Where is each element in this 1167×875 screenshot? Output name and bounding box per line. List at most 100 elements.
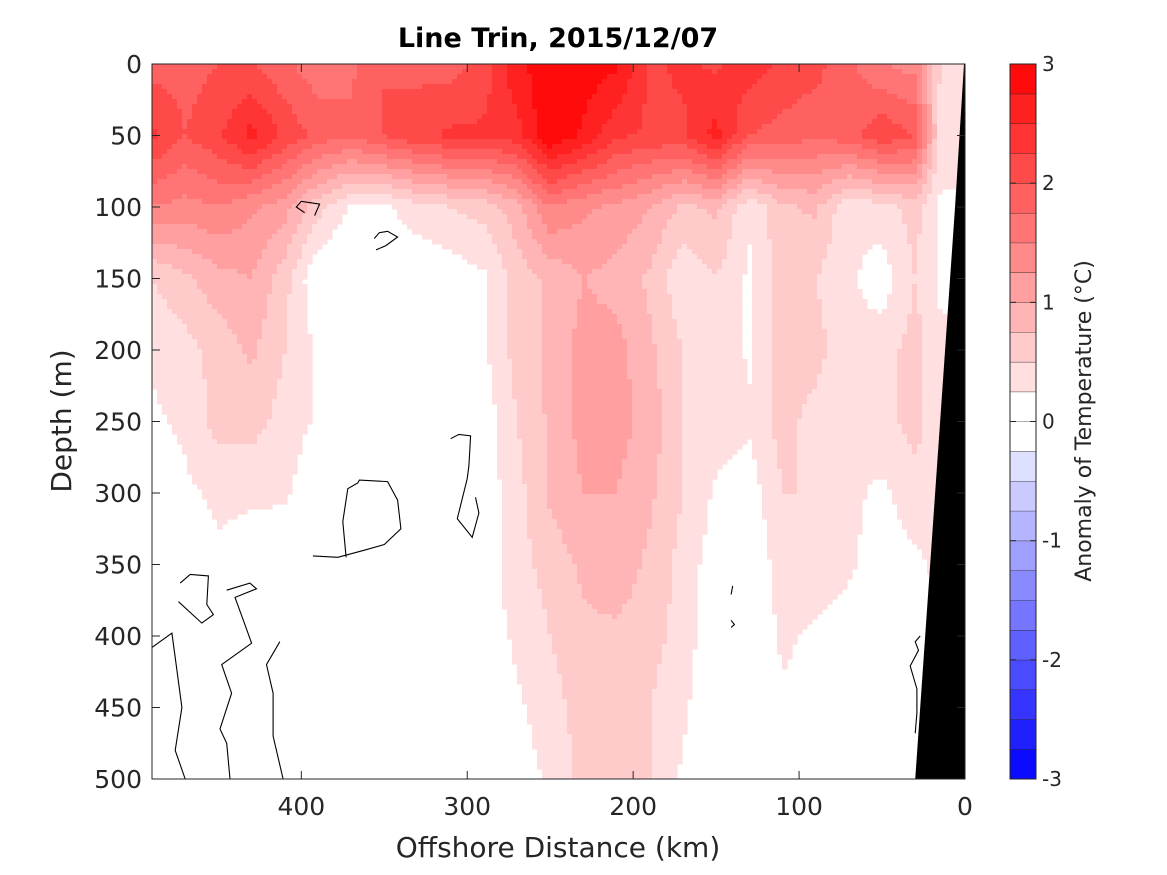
field-cell (827, 134, 833, 140)
field-cell (482, 84, 488, 90)
field-cell (547, 64, 553, 70)
field-cell (192, 179, 198, 185)
field-cell (652, 139, 658, 145)
field-cell (802, 139, 808, 145)
field-cell (887, 164, 893, 170)
field-cell (572, 209, 578, 215)
field-cell (892, 79, 898, 85)
field-cell (752, 139, 758, 145)
field-cell (577, 194, 583, 200)
field-cell (667, 174, 673, 180)
field-cell (157, 219, 163, 225)
field-cell (857, 119, 863, 125)
field-cell (507, 119, 513, 125)
field-cell (892, 64, 898, 70)
field-cell (217, 164, 223, 170)
field-cell (592, 124, 598, 130)
field-cell (557, 69, 563, 75)
field-cell (387, 189, 393, 195)
field-cell (327, 84, 333, 90)
field-cell (842, 209, 848, 215)
field-cell (542, 169, 548, 175)
field-cell (362, 159, 368, 165)
field-cell (512, 199, 518, 205)
field-cell (502, 64, 508, 70)
field-cell (362, 109, 368, 115)
field-cell (352, 114, 358, 120)
field-cell (677, 184, 683, 190)
field-cell (337, 164, 343, 170)
field-cell (267, 174, 273, 180)
field-cell (202, 109, 208, 115)
field-cell (837, 204, 843, 210)
field-cell (522, 94, 528, 100)
field-cell (677, 159, 683, 165)
field-cell (832, 109, 838, 115)
field-cell (402, 119, 408, 125)
field-cell (242, 94, 248, 100)
field-cell (347, 184, 353, 190)
field-cell (857, 124, 863, 130)
field-cell (867, 194, 873, 200)
field-cell (417, 89, 423, 95)
field-cell (882, 149, 888, 155)
field-cell (602, 94, 608, 100)
field-cell (337, 214, 343, 220)
field-cell (482, 209, 488, 215)
field-cell (802, 184, 808, 190)
field-cell (487, 199, 493, 205)
field-cell (747, 74, 753, 80)
field-cell (422, 129, 428, 135)
field-cell (572, 84, 578, 90)
field-cell (542, 64, 548, 70)
field-cell (927, 174, 933, 180)
field-cell (712, 134, 718, 140)
field-cell (922, 174, 928, 180)
field-cell (412, 69, 418, 75)
field-cell (542, 199, 548, 205)
field-cell (537, 179, 543, 185)
field-cell (682, 99, 688, 105)
field-cell (427, 199, 433, 205)
field-cell (867, 149, 873, 155)
field-cell (277, 199, 283, 205)
field-cell (162, 134, 168, 140)
field-cell (487, 129, 493, 135)
field-cell (772, 79, 778, 85)
field-cell (797, 214, 803, 220)
field-cell (942, 154, 948, 160)
field-cell (202, 139, 208, 145)
field-cell (352, 79, 358, 85)
field-cell (807, 199, 813, 205)
field-cell (927, 114, 933, 120)
field-cell (302, 129, 308, 135)
field-cell (317, 79, 323, 85)
field-cell (387, 194, 393, 200)
field-cell (787, 184, 793, 190)
field-cell (622, 129, 628, 135)
field-cell (237, 174, 243, 180)
field-cell (167, 134, 173, 140)
field-cell (197, 144, 203, 150)
field-cell (232, 169, 238, 175)
field-cell (167, 69, 173, 75)
field-cell (187, 204, 193, 210)
field-cell (602, 164, 608, 170)
field-cell (567, 174, 573, 180)
field-cell (647, 99, 653, 105)
field-cell (422, 104, 428, 110)
field-cell (282, 84, 288, 90)
field-cell (487, 119, 493, 125)
field-cell (882, 99, 888, 105)
field-cell (512, 164, 518, 170)
field-cell (752, 209, 758, 215)
field-cell (317, 164, 323, 170)
field-cell (422, 134, 428, 140)
field-cell (622, 154, 628, 160)
field-cell (867, 214, 873, 220)
field-cell (307, 179, 313, 185)
field-cell (632, 124, 638, 130)
field-cell (487, 184, 493, 190)
field-cell (157, 109, 163, 115)
field-cell (422, 79, 428, 85)
